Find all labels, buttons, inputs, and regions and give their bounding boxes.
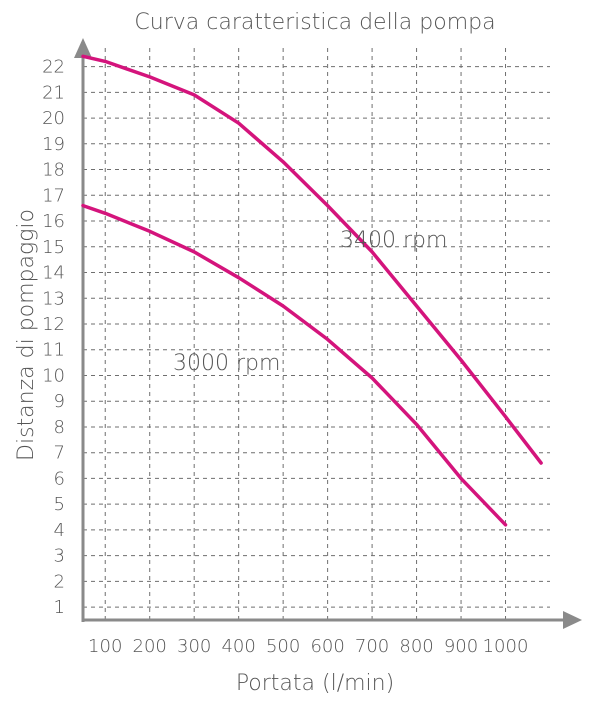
x-tick-label: 500 xyxy=(266,636,300,657)
series-label: 3400 rpm xyxy=(340,228,447,253)
y-tick-label: 9 xyxy=(54,391,65,412)
y-tick-label: 17 xyxy=(42,185,65,206)
y-tick-label: 1 xyxy=(54,597,65,618)
x-tick-label: 600 xyxy=(310,636,344,657)
x-tick-label: 300 xyxy=(177,636,211,657)
chart-title: Curva caratteristica della pompa xyxy=(134,10,495,35)
y-tick-label: 10 xyxy=(42,365,65,386)
series-line-3000-rpm xyxy=(81,203,508,527)
x-axis-label: Portata (l/min) xyxy=(236,671,394,696)
y-tick-label: 3 xyxy=(54,546,65,567)
y-tick-label: 5 xyxy=(54,494,65,515)
y-axis-label: Distanza di pompaggio xyxy=(14,209,39,461)
y-tick-label: 22 xyxy=(42,57,65,78)
y-axis-arrow xyxy=(74,38,92,58)
y-tick-label: 21 xyxy=(42,82,65,103)
y-tick-label: 16 xyxy=(42,211,65,232)
y-tick-label: 12 xyxy=(42,314,65,335)
y-tick-label: 2 xyxy=(54,571,65,592)
y-tick-label: 20 xyxy=(42,108,65,129)
x-tick-label: 200 xyxy=(133,636,167,657)
x-tick-label: 800 xyxy=(399,636,433,657)
x-tick-label: 900 xyxy=(444,636,478,657)
x-tick-label: 100 xyxy=(88,636,122,657)
y-tick-label: 18 xyxy=(42,160,65,181)
y-tick-label: 15 xyxy=(42,237,65,258)
y-tick-label: 13 xyxy=(42,288,65,309)
y-tick-label: 7 xyxy=(54,443,65,464)
x-axis-arrow xyxy=(563,611,582,629)
series-label: 3000 rpm xyxy=(173,351,280,376)
x-tick-label: 700 xyxy=(355,636,389,657)
y-tick-label: 11 xyxy=(42,340,65,361)
y-tick-label: 14 xyxy=(42,263,65,284)
series-line-3400-rpm xyxy=(81,54,543,465)
y-tick-label: 8 xyxy=(54,417,65,438)
y-tick-label: 19 xyxy=(42,134,65,155)
x-tick-label: 1000 xyxy=(483,636,529,657)
axes xyxy=(74,38,582,629)
x-tick-label: 400 xyxy=(221,636,255,657)
y-tick-label: 4 xyxy=(54,520,65,541)
y-tick-label: 6 xyxy=(54,468,65,489)
